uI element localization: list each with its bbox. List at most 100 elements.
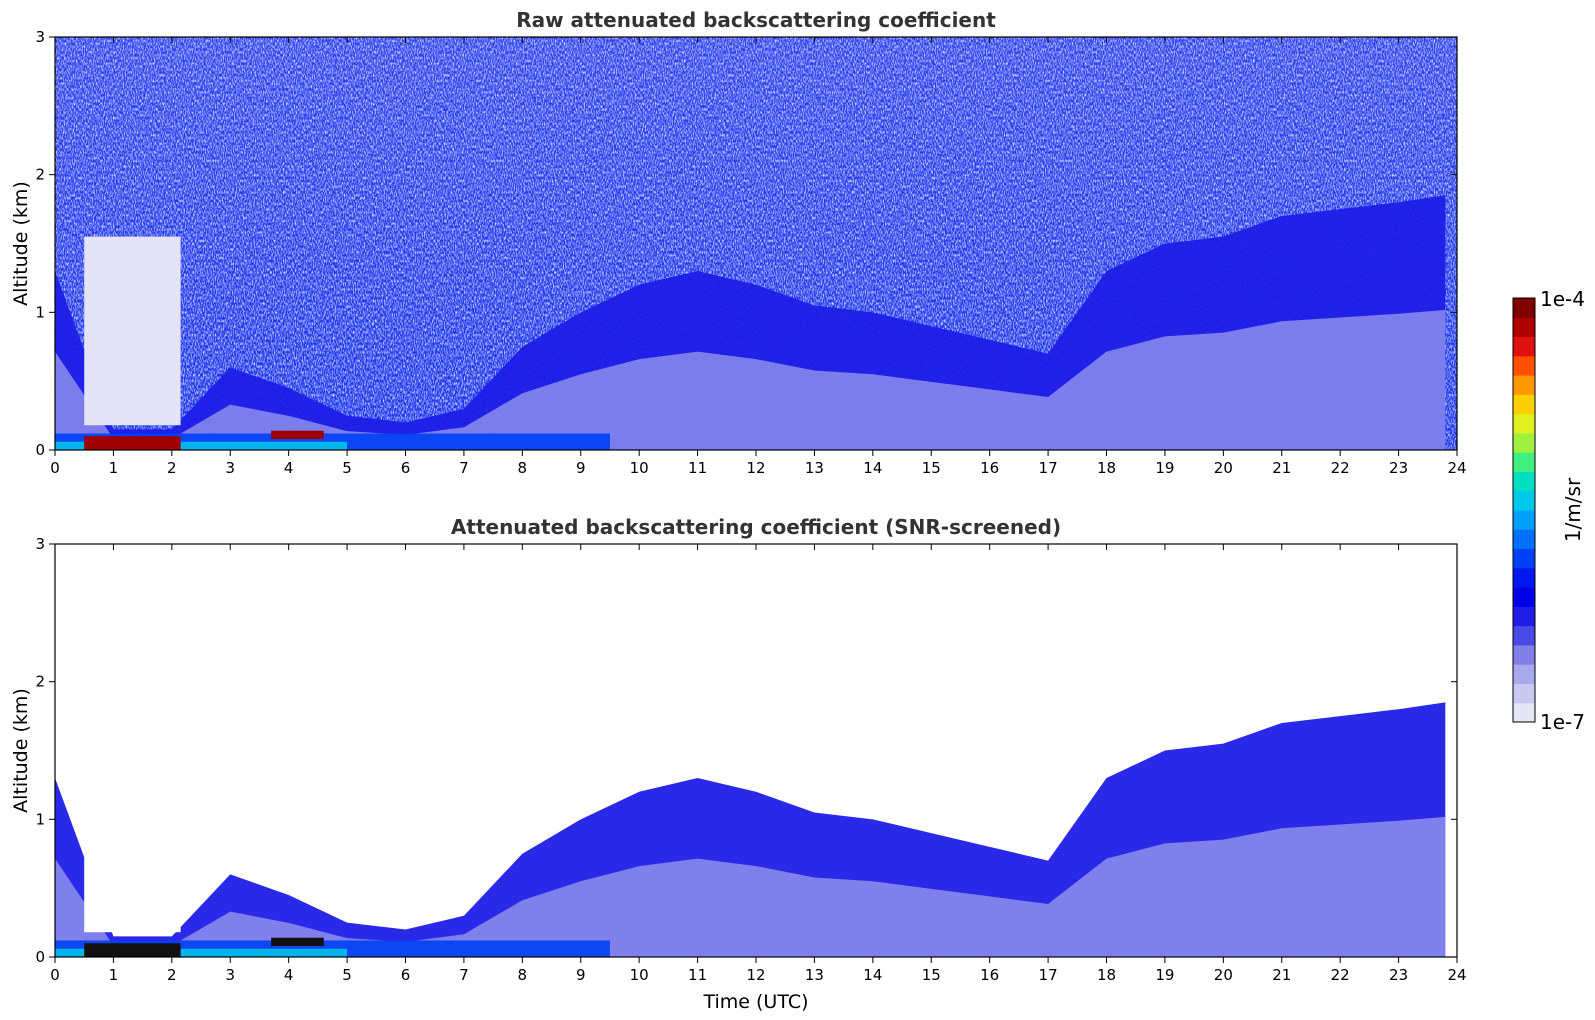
x-tick-label: 9 xyxy=(576,459,586,477)
colorbar-segment xyxy=(1513,317,1535,338)
x-tick-label: 21 xyxy=(1272,459,1291,477)
x-tick-label: 15 xyxy=(922,966,941,984)
x-tick-label: 17 xyxy=(1039,966,1058,984)
x-tick-label: 11 xyxy=(688,966,707,984)
x-tick-label: 18 xyxy=(1097,966,1116,984)
colorbar-segment xyxy=(1513,548,1535,569)
x-axis-ticks: 0 1 2 3 4 5 6 7 8 9 10 11 12 13 14 15 16 17 18 19 20 21 22 23 24 xyxy=(50,37,1467,477)
colorbar-segment xyxy=(1513,298,1535,318)
y-tick-label: 2 xyxy=(35,166,45,184)
colorbar-frame xyxy=(1512,297,1536,723)
x-tick-label: 2 xyxy=(167,966,177,984)
x-tick-label: 16 xyxy=(980,459,999,477)
x-axis-ticks: 0 1 2 3 4 5 6 7 8 9 10 11 12 13 14 15 16 17 18 19 20 21 22 23 24 xyxy=(50,544,1467,984)
colorbar-scale xyxy=(1513,298,1535,723)
attenuated-gap xyxy=(84,716,181,933)
low-cloud xyxy=(271,937,324,946)
colorbar-segment xyxy=(1513,510,1535,530)
x-tick-label: 1 xyxy=(109,459,119,477)
colorbar-segment xyxy=(1513,683,1535,704)
x-tick-label: 16 xyxy=(980,966,999,984)
x-tick-label: 0 xyxy=(50,459,60,477)
colorbar-segment xyxy=(1513,432,1535,453)
y-axis-ticks: 0 1 2 3 xyxy=(35,535,1457,966)
colorbar-segment xyxy=(1513,490,1535,511)
colorbar-segment xyxy=(1513,644,1535,665)
aerosol-layer-core xyxy=(55,309,1446,450)
x-tick-label: 12 xyxy=(746,459,765,477)
panel-title: Attenuated backscattering coefficient (S… xyxy=(451,515,1061,539)
low-cloud xyxy=(271,430,324,439)
y-tick-label: 0 xyxy=(35,441,45,459)
x-tick-label: 4 xyxy=(284,966,294,984)
colorbar-segment xyxy=(1513,606,1535,627)
low-cloud xyxy=(84,436,181,450)
colorbar-segment xyxy=(1513,375,1535,395)
colorbar-min-label: 1e-7 xyxy=(1540,710,1585,734)
colorbar: 1e-4 1e-7 1/m/sr xyxy=(1512,287,1585,734)
screened-backscatter-panel: Attenuated backscattering coefficient (S… xyxy=(10,515,1467,1013)
colorbar-segment xyxy=(1513,529,1535,550)
x-tick-label: 14 xyxy=(863,459,882,477)
colorbar-segment xyxy=(1513,625,1535,646)
x-tick-label: 19 xyxy=(1155,966,1174,984)
colorbar-unit-label: 1/m/sr xyxy=(1561,477,1585,542)
x-tick-label: 1 xyxy=(109,966,119,984)
x-tick-label: 5 xyxy=(342,966,352,984)
attenuated-gap xyxy=(84,236,181,426)
x-tick-label: 24 xyxy=(1447,966,1466,984)
x-tick-label: 3 xyxy=(225,459,235,477)
x-tick-label: 24 xyxy=(1447,459,1466,477)
x-tick-label: 14 xyxy=(863,966,882,984)
x-tick-label: 2 xyxy=(167,459,177,477)
x-tick-label: 6 xyxy=(401,966,411,984)
x-tick-label: 6 xyxy=(401,459,411,477)
x-tick-label: 12 xyxy=(746,966,765,984)
x-tick-label: 22 xyxy=(1331,966,1350,984)
x-tick-label: 17 xyxy=(1039,459,1058,477)
x-tick-label: 15 xyxy=(922,459,941,477)
colorbar-segment xyxy=(1513,471,1535,492)
x-axis-label: Time (UTC) xyxy=(702,991,808,1013)
x-tick-label: 21 xyxy=(1272,966,1291,984)
x-tick-label: 5 xyxy=(342,459,352,477)
surface-layer-dense xyxy=(55,948,348,957)
x-tick-label: 7 xyxy=(459,966,469,984)
x-tick-label: 20 xyxy=(1214,459,1233,477)
colorbar-segment xyxy=(1513,355,1535,376)
x-tick-label: 8 xyxy=(518,966,528,984)
colorbar-segment xyxy=(1513,664,1535,684)
surface-layer-dense xyxy=(55,441,348,450)
x-tick-label: 10 xyxy=(630,459,649,477)
y-axis-label: Altitude (km) xyxy=(10,688,32,813)
heatmap-area xyxy=(55,37,1457,450)
x-tick-label: 20 xyxy=(1214,966,1233,984)
colorbar-segment xyxy=(1513,702,1535,723)
x-tick-label: 7 xyxy=(459,459,469,477)
x-tick-label: 19 xyxy=(1155,459,1174,477)
raw-backscatter-panel: Raw attenuated backscattering coefficien… xyxy=(10,8,1467,477)
colorbar-segment xyxy=(1513,452,1535,472)
boundary-layer xyxy=(55,702,1446,957)
y-tick-label: 3 xyxy=(35,28,45,46)
x-tick-label: 4 xyxy=(284,459,294,477)
colorbar-segment xyxy=(1513,336,1535,357)
x-tick-label: 3 xyxy=(225,966,235,984)
x-tick-label: 11 xyxy=(688,459,707,477)
colorbar-segment xyxy=(1513,413,1535,434)
y-axis-label: Altitude (km) xyxy=(10,181,32,306)
heatmap-area xyxy=(55,544,1457,957)
x-tick-label: 13 xyxy=(805,459,824,477)
y-tick-label: 1 xyxy=(35,810,45,828)
x-tick-label: 22 xyxy=(1331,459,1350,477)
x-tick-label: 8 xyxy=(518,459,528,477)
y-tick-label: 2 xyxy=(35,673,45,691)
boundary-layer xyxy=(55,195,1446,450)
colorbar-segment xyxy=(1513,587,1535,607)
aerosol-layer-core xyxy=(55,816,1446,957)
x-tick-label: 10 xyxy=(630,966,649,984)
colorbar-segment xyxy=(1513,567,1535,588)
x-tick-label: 0 xyxy=(50,966,60,984)
x-tick-label: 23 xyxy=(1389,966,1408,984)
